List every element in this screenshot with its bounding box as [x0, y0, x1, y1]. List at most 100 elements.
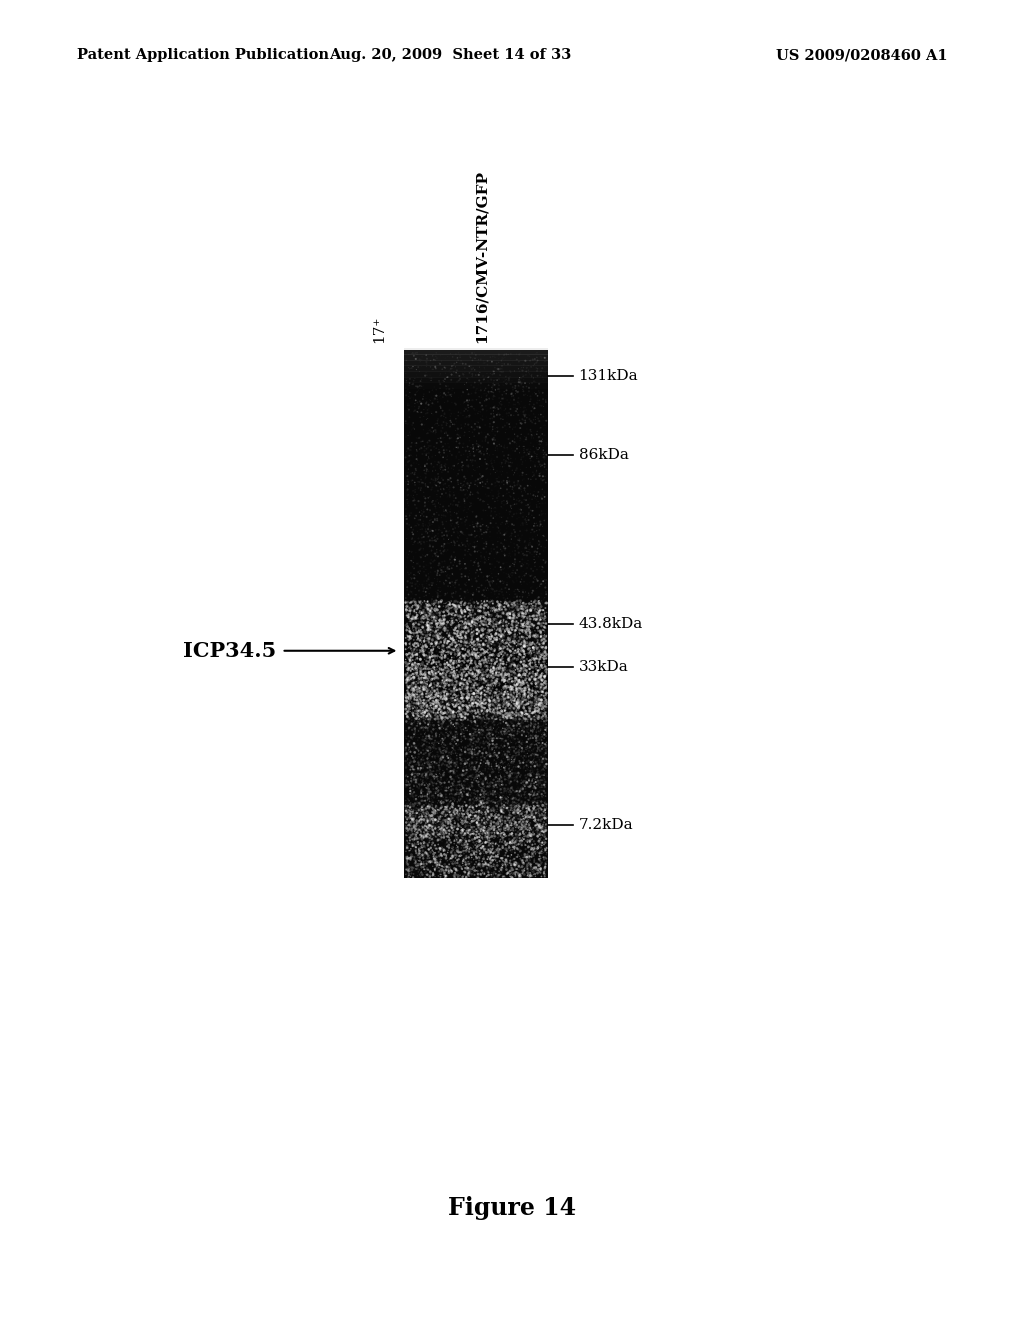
Point	[425, 772, 441, 793]
Point	[504, 607, 520, 628]
Point	[538, 708, 554, 729]
Point	[431, 739, 447, 760]
Point	[416, 598, 432, 619]
Point	[500, 447, 516, 469]
Point	[490, 808, 507, 829]
Point	[488, 747, 505, 768]
Point	[407, 668, 423, 689]
Point	[416, 561, 432, 582]
Point	[462, 734, 478, 755]
Point	[539, 718, 555, 739]
Point	[495, 808, 511, 829]
Point	[445, 484, 462, 506]
Point	[429, 569, 445, 590]
Point	[536, 549, 552, 570]
Point	[532, 713, 549, 734]
Point	[494, 789, 510, 810]
Point	[436, 652, 453, 673]
Point	[498, 537, 514, 558]
Point	[453, 796, 469, 817]
Point	[476, 656, 493, 677]
Point	[518, 807, 535, 828]
Point	[485, 570, 502, 591]
Point	[470, 838, 486, 859]
Point	[536, 626, 552, 647]
Point	[507, 550, 523, 572]
Point	[441, 752, 458, 774]
Point	[420, 808, 436, 829]
Point	[399, 397, 416, 418]
Point	[427, 496, 443, 517]
Point	[422, 504, 438, 525]
Point	[474, 817, 490, 838]
Point	[459, 659, 475, 680]
Point	[516, 647, 532, 668]
Point	[505, 635, 521, 656]
Point	[430, 556, 446, 577]
Point	[445, 688, 462, 709]
Point	[412, 793, 428, 814]
Point	[495, 660, 511, 681]
Point	[499, 652, 515, 673]
Point	[508, 379, 524, 400]
Point	[470, 689, 486, 710]
Point	[459, 672, 475, 693]
Point	[415, 616, 431, 638]
Point	[463, 688, 479, 709]
Point	[514, 620, 530, 642]
Point	[509, 723, 525, 744]
Point	[438, 804, 455, 825]
Point	[537, 618, 553, 639]
Point	[411, 693, 427, 714]
Point	[529, 792, 546, 813]
Point	[425, 652, 441, 673]
Point	[433, 626, 450, 647]
Point	[449, 723, 465, 744]
Point	[457, 599, 473, 620]
Point	[464, 686, 480, 708]
Point	[486, 734, 503, 755]
Point	[431, 763, 447, 784]
Point	[471, 556, 487, 577]
Point	[460, 760, 476, 781]
Point	[432, 807, 449, 828]
Point	[424, 693, 440, 714]
Point	[414, 837, 430, 858]
Point	[528, 430, 545, 451]
Point	[530, 593, 547, 614]
Point	[430, 764, 446, 785]
Point	[426, 758, 442, 779]
Point	[510, 865, 526, 886]
Point	[433, 680, 450, 701]
Point	[517, 667, 534, 688]
Point	[479, 673, 496, 694]
Point	[519, 808, 536, 829]
Point	[496, 557, 512, 578]
Point	[518, 672, 535, 693]
Point	[485, 731, 502, 752]
Point	[527, 636, 544, 657]
Point	[429, 548, 445, 569]
Point	[424, 708, 440, 729]
Point	[536, 440, 552, 461]
Point	[459, 607, 475, 628]
Point	[400, 667, 417, 688]
Point	[518, 404, 535, 425]
Point	[470, 807, 486, 828]
Point	[497, 593, 513, 614]
Point	[432, 721, 449, 742]
Point	[429, 676, 445, 697]
Point	[472, 404, 488, 425]
Point	[501, 737, 517, 758]
Point	[516, 438, 532, 459]
Point	[406, 775, 422, 796]
Point	[484, 725, 501, 746]
Point	[477, 853, 494, 874]
Point	[511, 735, 527, 756]
Point	[434, 557, 451, 578]
Point	[463, 384, 479, 405]
Point	[486, 729, 503, 750]
Point	[401, 697, 418, 718]
Point	[399, 492, 416, 513]
Point	[539, 434, 555, 455]
